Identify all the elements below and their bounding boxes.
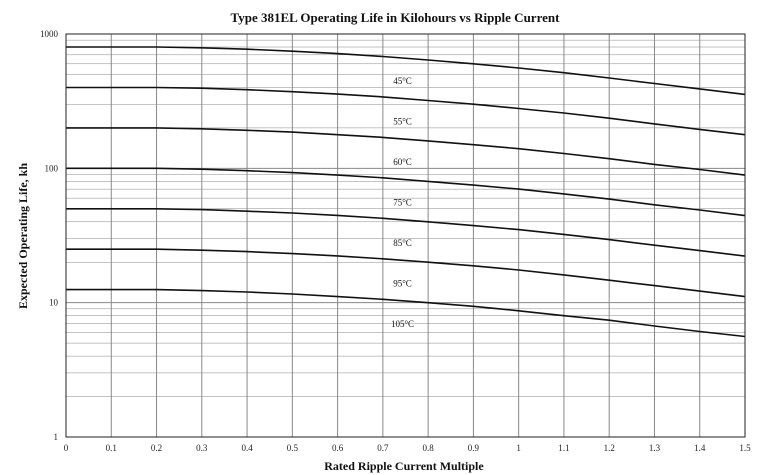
x-tick-label: 1.5 — [739, 443, 751, 453]
series-label: 85°C — [393, 238, 412, 248]
x-tick-label: 0 — [64, 443, 69, 453]
x-tick-label: 1.1 — [558, 443, 569, 453]
chart-title: Type 381EL Operating Life in Kilohours v… — [231, 10, 561, 25]
series-label: 105°C — [391, 319, 414, 329]
x-tick-label: 0.6 — [332, 443, 344, 453]
curves — [66, 46, 746, 338]
series-label: 75°C — [393, 198, 412, 208]
x-tick-label: 1.4 — [694, 443, 706, 453]
series-label: 60°C — [393, 157, 412, 167]
x-tick-label: 0.2 — [151, 443, 162, 453]
x-tick-label: 0.9 — [468, 443, 480, 453]
x-tick-label: 1.2 — [604, 443, 615, 453]
x-tick-label: 0.8 — [423, 443, 435, 453]
series-line — [66, 46, 746, 96]
x-tick-label: 0.3 — [196, 443, 208, 453]
x-tick-label: 0.4 — [241, 443, 253, 453]
x-tick-label: 0.7 — [377, 443, 389, 453]
series-line — [66, 127, 746, 176]
y-tick-label: 10 — [49, 298, 59, 308]
x-tick-label: 0.1 — [106, 443, 117, 453]
x-tick-label: 1 — [516, 443, 521, 453]
series-line — [66, 167, 746, 217]
series-line — [66, 208, 746, 257]
series-line — [66, 248, 746, 298]
plot-frame — [65, 33, 746, 438]
y-axis-label: Expected Operating Life, kh — [16, 163, 30, 309]
grid — [65, 34, 746, 438]
curve-labels: 45°C 55°C 60°C 75°C 85°C 95°C 105°C — [391, 76, 414, 329]
y-tick-label: 1 — [54, 432, 59, 442]
x-tick-label: 1.3 — [649, 443, 661, 453]
series-label: 95°C — [393, 279, 412, 289]
x-tick-label: 0.5 — [287, 443, 299, 453]
series-line — [66, 86, 746, 136]
series-line — [66, 288, 746, 338]
series-label: 55°C — [393, 117, 412, 127]
series-label: 45°C — [393, 76, 412, 86]
y-tick-label: 1000 — [40, 29, 59, 39]
tick-labels: 0 0.1 0.2 0.3 0.4 0.5 0.6 0.7 0.8 0.9 1 1.1 1.2 1.3 1.… — [40, 29, 751, 453]
x-axis-label: Rated Ripple Current Multiple — [324, 459, 484, 473]
y-tick-label: 100 — [45, 163, 59, 173]
